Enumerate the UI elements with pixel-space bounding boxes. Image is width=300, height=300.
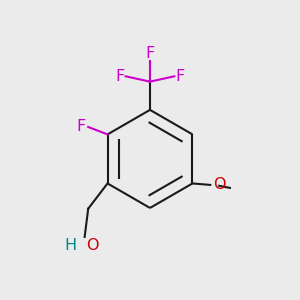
Text: H: H (64, 238, 76, 253)
Text: F: F (176, 69, 185, 84)
Text: O: O (213, 177, 225, 192)
Text: F: F (146, 46, 154, 61)
Text: O: O (86, 238, 98, 253)
Text: F: F (115, 69, 124, 84)
Text: F: F (76, 119, 85, 134)
